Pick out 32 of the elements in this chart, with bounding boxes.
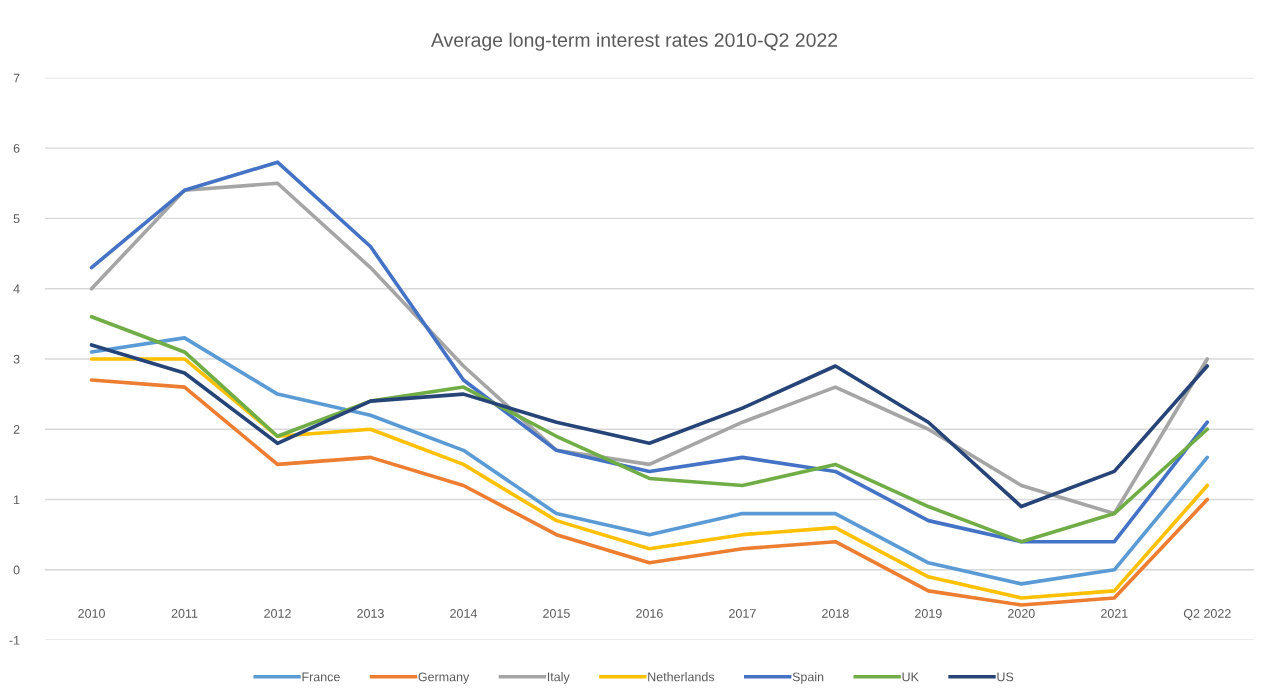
x-tick-label: Q2 2022 [1183,609,1231,621]
chart-title: Average long-term interest rates 2010-Q2 2022 [430,32,838,51]
x-tick-label: 2016 [636,609,663,618]
y-tick-label: 2 [13,425,20,434]
legend-label: Germany [418,672,470,684]
x-tick-label: 2020 [1008,609,1035,618]
x-tick-label: 2010 [78,609,105,618]
x-tick-label: 2012 [264,609,291,618]
y-tick-label: 4 [13,284,20,294]
y-tick-label: 6 [13,143,20,153]
legend-label: UK [902,672,919,682]
x-tick-label: 2021 [1101,609,1128,618]
x-tick-label: 2014 [450,609,477,618]
y-tick-label: 3 [13,354,20,364]
x-tick-label: 2013 [357,609,384,618]
x-tick-label: 2011 [171,609,198,618]
line-series [89,343,1210,509]
legend-label: Spain [792,672,824,684]
y-tick-label: -1 [9,636,20,645]
x-tick-label: 2015 [543,609,570,618]
y-tick-label: 0 [13,565,20,575]
legend-label: Netherlands [648,672,715,682]
legend-label: Italy [547,672,570,684]
x-tick-label: 2018 [822,609,849,618]
legend-label: France [302,672,340,682]
y-tick-label: 1 [14,495,20,505]
legend-label: US [997,672,1014,682]
x-tick-label: 2017 [729,609,756,618]
line-series [89,314,1210,544]
y-tick-label: 7 [13,73,20,83]
y-tick-label: 5 [13,214,20,224]
x-tick-label: 2019 [915,609,942,618]
